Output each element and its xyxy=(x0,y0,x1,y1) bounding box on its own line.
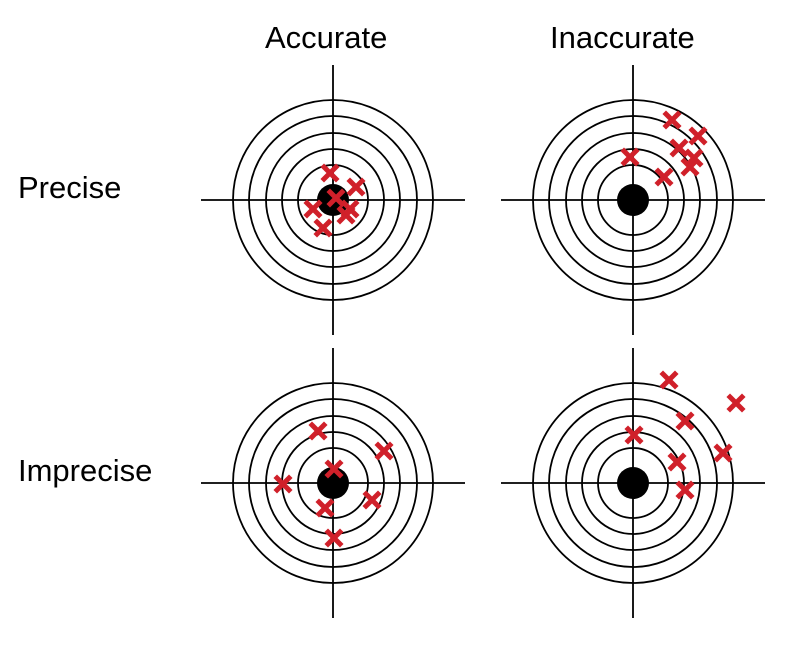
x-mark-icon xyxy=(675,480,695,500)
x-mark-icon xyxy=(273,474,293,494)
x-mark-icon xyxy=(624,425,644,445)
x-mark-icon xyxy=(320,163,340,183)
x-mark-icon xyxy=(313,218,333,238)
row-label-imprecise: Imprecise xyxy=(18,453,153,488)
x-mark-icon xyxy=(346,177,366,197)
x-mark-icon xyxy=(662,110,682,130)
x-mark-icon xyxy=(620,147,640,167)
target-inaccurate-imprecise xyxy=(501,348,765,618)
x-mark-icon xyxy=(713,443,733,463)
x-mark-icon xyxy=(336,205,356,225)
x-mark-icon xyxy=(669,138,689,158)
x-mark-icon xyxy=(315,498,335,518)
column-label-accurate: Accurate xyxy=(265,20,388,55)
x-mark-icon xyxy=(324,459,344,479)
x-mark-icon xyxy=(362,490,382,510)
x-mark-icon xyxy=(680,157,700,177)
x-mark-icon xyxy=(667,452,687,472)
x-mark-icon xyxy=(675,411,695,431)
bullseye xyxy=(617,184,649,216)
x-mark-icon xyxy=(654,167,674,187)
x-mark-icon xyxy=(308,421,328,441)
x-mark-icon xyxy=(374,441,394,461)
x-mark-icon xyxy=(659,370,679,390)
x-mark-icon xyxy=(303,199,323,219)
x-mark-icon xyxy=(326,188,346,208)
x-mark-icon xyxy=(726,393,746,413)
x-mark-icon xyxy=(324,528,344,548)
column-label-inaccurate: Inaccurate xyxy=(550,20,695,55)
target-inaccurate-precise xyxy=(501,65,765,335)
target-accurate-precise xyxy=(201,65,465,335)
row-label-precise: Precise xyxy=(18,170,122,205)
target-accurate-imprecise xyxy=(201,348,465,618)
x-mark-icon xyxy=(688,126,708,146)
bullseye xyxy=(617,467,649,499)
